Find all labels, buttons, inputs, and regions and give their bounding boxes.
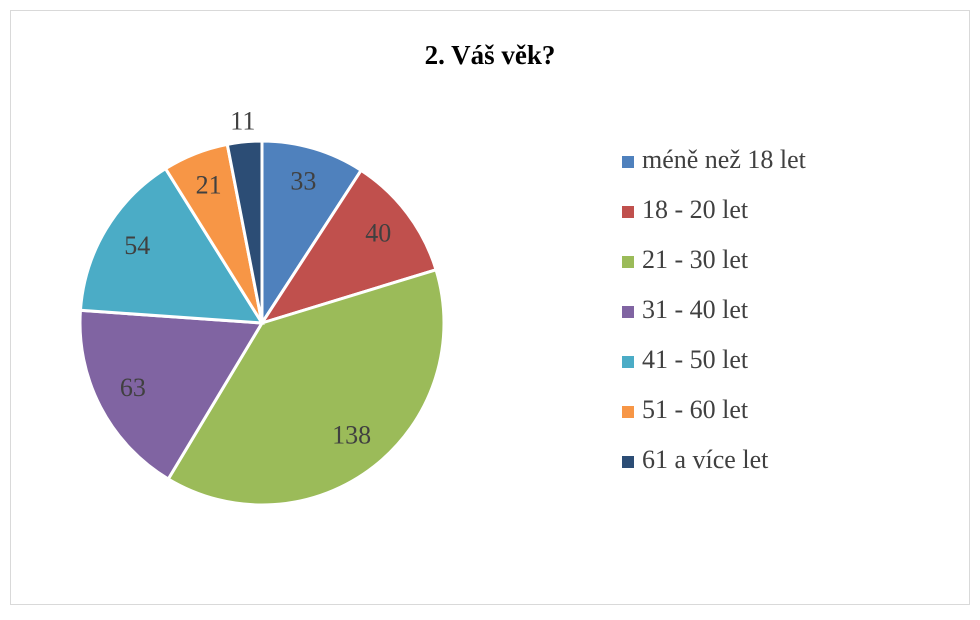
legend-label: 18 - 20 let bbox=[642, 195, 749, 224]
legend-label: 61 a více let bbox=[642, 445, 769, 474]
chart-title: 2. Váš věk? bbox=[425, 40, 556, 70]
data-label: 54 bbox=[124, 231, 150, 260]
data-label: 11 bbox=[230, 107, 255, 136]
data-label: 63 bbox=[120, 373, 146, 402]
legend-label: 31 - 40 let bbox=[642, 295, 749, 324]
data-label: 40 bbox=[365, 218, 391, 247]
legend-label: 21 - 30 let bbox=[642, 245, 749, 274]
legend-marker bbox=[622, 206, 634, 218]
data-label: 21 bbox=[196, 170, 222, 199]
legend-marker bbox=[622, 156, 634, 168]
pie-slice bbox=[258, 168, 438, 326]
legend-label: méně než 18 let bbox=[642, 145, 807, 174]
legend-marker bbox=[622, 256, 634, 268]
pie-slice bbox=[225, 139, 264, 324]
pie-slice bbox=[78, 308, 265, 482]
data-label: 33 bbox=[290, 166, 316, 195]
legend-marker bbox=[622, 456, 634, 468]
pie-slice bbox=[166, 267, 446, 507]
legend-marker bbox=[622, 406, 634, 418]
legend-label: 51 - 60 let bbox=[642, 395, 749, 424]
pie-slice bbox=[260, 139, 364, 329]
legend-label: 41 - 50 let bbox=[642, 345, 749, 374]
pie-slice bbox=[78, 166, 265, 325]
legend-marker bbox=[622, 306, 634, 318]
legend-marker bbox=[622, 356, 634, 368]
data-label: 138 bbox=[332, 421, 371, 450]
